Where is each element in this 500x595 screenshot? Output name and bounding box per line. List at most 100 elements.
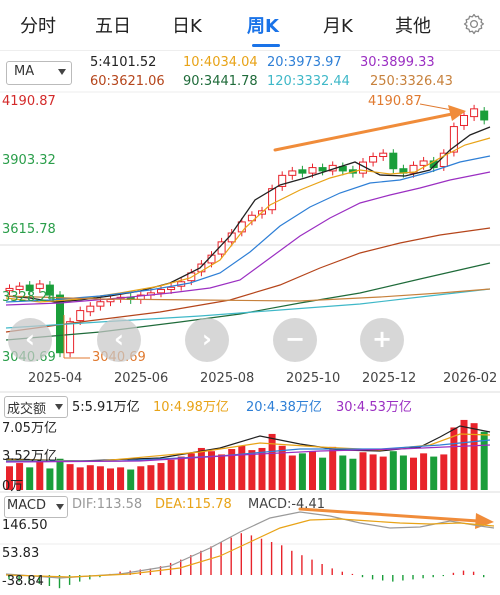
candle-body [480,110,489,121]
trend-arrow-head [448,105,466,121]
ma250-value: 250:3326.43 [370,74,453,89]
volume-bar [430,456,438,490]
tab-five-day[interactable]: 五日 [95,16,131,37]
ma5-value: 5:4101.52 [90,55,157,70]
volume-bar [86,465,94,490]
vol-ma10-value: 10:4.98万亿 [153,400,229,415]
x-axis-label: 2026-02 [443,371,498,386]
chevron-down-icon [56,504,64,510]
volume-bar [460,419,468,490]
volume-bar [389,451,397,490]
macd-indicator-select[interactable]: MACD [4,496,68,518]
x-axis-label: 2025-08 [200,371,255,386]
macd-dif-line [5,511,495,579]
ma60-line [5,227,491,333]
ma-select-label: MA [14,64,35,79]
chevron-down-icon [55,404,63,410]
macd-axis-top: 146.50 [2,518,48,533]
volume-bar [379,456,387,490]
macd-dif-value: DIF:113.58 [72,497,143,512]
candle-body [106,299,115,303]
volume-select-label: 成交额 [7,402,47,417]
volume-bar [117,467,125,490]
vol-ma20-value: 20:4.38万亿 [246,400,322,415]
price-axis-4: 3328.24 [2,290,56,305]
chevron-right-icon: › [202,325,212,353]
candle-body [409,164,418,174]
ma120-line [5,288,491,329]
volume-bar [339,455,347,490]
candle-body [136,294,145,301]
ma-indicator-select[interactable]: MA [6,61,72,85]
volume-axis-zero: 0万 [2,479,24,494]
volume-bar [26,467,34,490]
period-tabs: 分时 五日 日K 周K 月K 其他 [0,0,500,50]
volume-bar [208,451,215,490]
tab-monthly-k[interactable]: 月K [323,16,353,37]
volume-bar [46,468,54,490]
tab-weekly-k[interactable]: 周K [247,16,279,37]
volume-bar [329,446,337,490]
price-axis-2: 3903.32 [2,153,56,168]
volume-bar [197,447,205,490]
candle-body [449,126,458,153]
volume-indicator-select[interactable]: 成交额 [4,396,68,418]
ma20-value: 20:3973.97 [267,55,342,70]
candle-body [348,169,357,174]
candle-body [207,254,216,264]
zoom-out-button[interactable]: − [273,318,317,362]
volume-bar [319,457,327,490]
candle-body [167,286,176,291]
candle-body [177,281,186,287]
ma30-value: 30:3899.33 [360,55,435,70]
x-axis-label: 2025-10 [286,371,341,386]
candle-body [399,168,408,174]
tab-daily-k[interactable]: 日K [172,16,202,37]
candle-body [268,188,277,211]
candle-body [56,294,64,354]
volume-bar [268,433,276,490]
candle-body [470,108,479,118]
tab-other[interactable]: 其他 [395,16,431,37]
volume-axis-top: 7.05万亿 [2,421,57,436]
x-axis-label: 2025-12 [362,371,417,386]
ma30-line [5,171,491,306]
gear-icon[interactable] [462,12,486,36]
candle-body [237,221,246,233]
volume-bar [56,458,64,490]
ma20-line [5,155,491,303]
volume-bar [137,466,145,490]
candle-body [197,263,206,273]
candle-body [379,152,388,158]
macd-dea-line [5,518,495,578]
candle-body [96,301,105,307]
candle-body [126,296,135,301]
prev-button[interactable]: ‹ [97,318,141,362]
high-annotation-leader [419,103,453,111]
zoom-in-button[interactable]: + [360,318,404,362]
volume-bar [218,454,226,490]
volume-bar [96,466,104,490]
plus-icon: + [371,325,393,353]
volume-bar [420,453,428,490]
volume-bar [167,459,175,490]
volume-bar [76,467,84,490]
volume-bar [309,451,316,490]
scroll-left-button[interactable]: ‹ [8,318,52,362]
macd-axis-low: -38.84 [2,574,44,589]
volume-bar [288,455,296,490]
tab-intraday[interactable]: 分时 [20,16,56,37]
vol-ma30-value: 30:4.53万亿 [336,400,412,415]
candle-body [187,272,196,282]
next-button[interactable]: › [185,318,229,362]
candle-body [86,305,95,313]
candle-body [338,165,347,172]
candle-body [227,232,236,243]
candle-body [146,292,155,296]
minus-icon: − [284,325,306,353]
ma60-value: 60:3621.06 [90,74,165,89]
vol-ma5-line [5,425,491,462]
vol-ma10-line [5,433,491,462]
volume-axis-mid: 3.52万亿 [2,449,57,464]
volume-bar [410,457,417,490]
